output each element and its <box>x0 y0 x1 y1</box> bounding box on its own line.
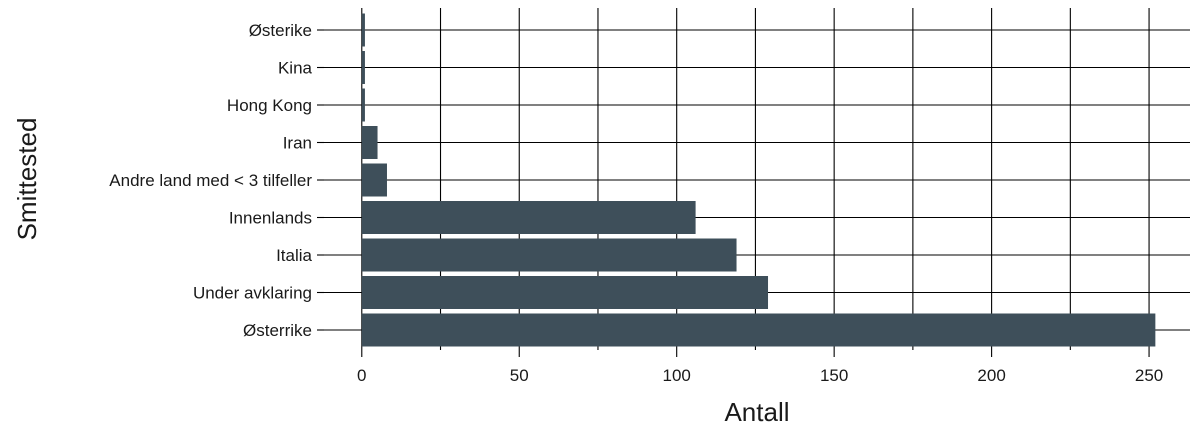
bar <box>361 13 365 47</box>
y-tick-label: Østerike <box>249 21 312 40</box>
bar <box>361 313 1156 347</box>
bars <box>361 13 1156 347</box>
x-tick-label: 100 <box>663 366 691 385</box>
x-axis-ticks: 0 50 100 150 200 250 <box>357 350 1163 385</box>
bar <box>361 201 696 234</box>
y-tick-label: Østerrike <box>243 321 312 340</box>
x-tick-label: 0 <box>357 366 366 385</box>
x-tick-label: 250 <box>1135 366 1163 385</box>
x-tick-label: 150 <box>820 366 848 385</box>
x-tick-label: 50 <box>510 366 529 385</box>
y-tick-label: Hong Kong <box>227 96 312 115</box>
bar <box>361 88 365 122</box>
bar <box>361 163 387 197</box>
y-axis-ticks: Østerike Kina Hong Kong Iran Andre land med … <box>109 21 324 340</box>
y-tick-label: Innenlands <box>229 209 312 228</box>
grid <box>324 8 1190 350</box>
x-axis-title: Antall <box>724 397 789 427</box>
y-tick-label: Kina <box>278 59 313 78</box>
bar <box>361 51 365 84</box>
y-tick-label: Italia <box>276 246 312 265</box>
bar <box>361 126 378 159</box>
y-axis-title: Smittested <box>12 118 42 241</box>
y-tick-label: Iran <box>283 134 312 153</box>
y-tick-label: Under avklaring <box>193 284 312 303</box>
bar <box>361 276 769 309</box>
x-tick-label: 200 <box>977 366 1005 385</box>
bar <box>361 238 737 272</box>
y-tick-label: Andre land med < 3 tilfeller <box>109 171 312 190</box>
